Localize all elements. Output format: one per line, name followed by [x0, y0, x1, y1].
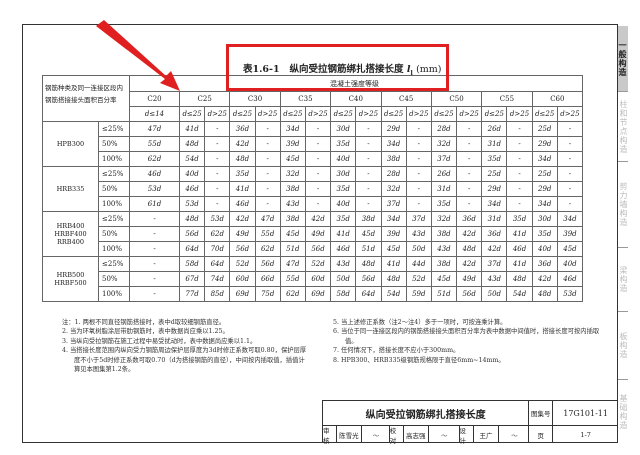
side-tab-slab[interactable]: 板构造: [618, 312, 628, 380]
designer-signature: 〜: [499, 426, 530, 443]
notes-left: 注：1. 两根不同直径钢筋搭接时，表中d取较细钢筋直径。 2. 当为环氧树脂涂层带…: [62, 318, 307, 374]
diameter-row: d≤14 d≤25 d>25 d≤25 d>25 d≤25 d>25 d≤25 d>25 d≤25…: [43, 106, 584, 122]
table-row: HRB500 HRBF500 ≤25% -58d 64d 52d 56d 47d 52d 43d 4…: [42, 256, 584, 302]
side-tab-foundation[interactable]: 基础构造: [619, 393, 628, 430]
side-tab-shear-wall[interactable]: 剪力墙构造: [618, 162, 628, 248]
table-row: 50% -56d 62d 49d 55d 45d 49d 41d 45d 39d 43d 38d 42d…: [43, 226, 584, 242]
check-label: 校对: [390, 426, 404, 445]
review-label: 审核: [323, 426, 337, 445]
table-title: 表1.6-1 纵向受拉钢筋绑扎搭接长度 ll (mm): [243, 61, 442, 77]
note-item: 6. 当位于同一连接区段内的钢筋搭接接头面积百分率为表中数据中间值时，搭接长度可…: [333, 328, 600, 345]
highlight-box: [226, 44, 449, 91]
notes-right: 5. 当上述修正系数（注2～注4）多于一项时，可按连乘计算。 6. 当位于同一连接…: [333, 318, 608, 365]
note-item: 2. 当为环氧树脂涂层带肋钢筋时，表中数据尚应乘以1.25。: [62, 328, 229, 336]
page-number: 1-7: [580, 430, 591, 439]
row-header-label: 钢筋种类及同一连接区段内钢筋搭接接头面积百分率: [42, 75, 130, 122]
note-item: 3. 当纵向受拉钢筋在施工过程中易受扰动时，表中数据尚应乘以1.1。: [62, 337, 257, 345]
reviewer-signature: 〜: [362, 426, 390, 443]
lap-length-cell: 39d: [556, 226, 584, 242]
note-item: 注：1. 两根不同直径钢筋搭接时，表中d取较细钢筋直径。: [62, 319, 226, 326]
table-row: 100% -77d 85d 69d 75d 62d 69d 58d 64d 54d 59d 51d 56…: [43, 286, 584, 302]
table-row: HRB400 HRBF400 RRB400 ≤25% -48d 53d 42d 47d 38d 4…: [42, 211, 584, 257]
side-tab-column[interactable]: 柱和节点构造: [618, 92, 628, 162]
checker-signature: 〜: [429, 426, 460, 443]
lap-length-cell: 59d: [405, 286, 432, 302]
page-label: 页: [529, 426, 554, 443]
side-tab-general[interactable]: 一般构造: [618, 26, 628, 92]
lap-length-cell: 53d: [556, 286, 584, 302]
table-row: 100% 61d 53d -46d -43d -40d -37d -35d -34d -34d -: [43, 196, 584, 212]
note-item: 5. 当上述修正系数（注2～注4）多于一项时，可按连乘计算。: [333, 319, 507, 326]
reviewer: 陈雪光: [337, 426, 362, 443]
atlas-label: 图集号: [529, 401, 554, 425]
note-item: 7. 任何情况下，搭接长度不应小于300mm。: [333, 347, 460, 355]
design-label: 设计: [460, 426, 474, 445]
table-row: 50% -67d 74d 60d 66d 55d 60d 50d 56d 48d 52d 45d 49d…: [43, 271, 584, 287]
checker: 高志强: [404, 426, 429, 443]
atlas-number: 17G101-11: [563, 408, 608, 418]
lap-length-cell: 54d: [506, 286, 533, 302]
steel-grade: HRB500 HRBF500: [42, 256, 99, 302]
side-tabs: 一般构造 柱和节点构造 剪力墙构造 梁构造 板构造 基础构造: [618, 26, 638, 443]
table-title-text: 纵向受拉钢筋绑扎搭接长度: [289, 64, 404, 75]
note-item: 8. HPB300、HRB335级钢筋规格限于直径6mm~14mm。: [333, 356, 505, 364]
designer: 王广: [474, 426, 500, 443]
lap-length-cell: -: [506, 196, 533, 212]
lap-length-cell: 45d: [556, 241, 584, 257]
drawing-frame: [22, 24, 618, 443]
title-block: 纵向受拉钢筋绑扎搭接长度 图集号 17G101-11 审核 陈雪光 〜 校对 高…: [322, 400, 618, 445]
table-number: 表1.6-1: [243, 64, 280, 75]
drawing-name: 纵向受拉钢筋绑扎搭接长度: [323, 401, 530, 425]
symbol: l: [406, 64, 411, 75]
table-row: HPB300 ≤25% 47d 41d -36d -34d -30d -29d -28d -26d…: [42, 121, 584, 167]
note-item: 4. 当搭接长度范围内纵向受力钢筋周边保护层厚度为3d时修正系数可取0.80，保…: [62, 347, 307, 374]
symbol-sub: l: [410, 69, 413, 77]
lap-length-cell: 56d: [456, 286, 483, 302]
side-tab-beam[interactable]: 梁构造: [618, 248, 628, 312]
lap-length-table: 钢筋种类及同一连接区段内钢筋搭接接头面积百分率 混凝土强度等级 C20 C25 C30 C…: [42, 75, 584, 302]
unit: (mm): [416, 64, 442, 75]
